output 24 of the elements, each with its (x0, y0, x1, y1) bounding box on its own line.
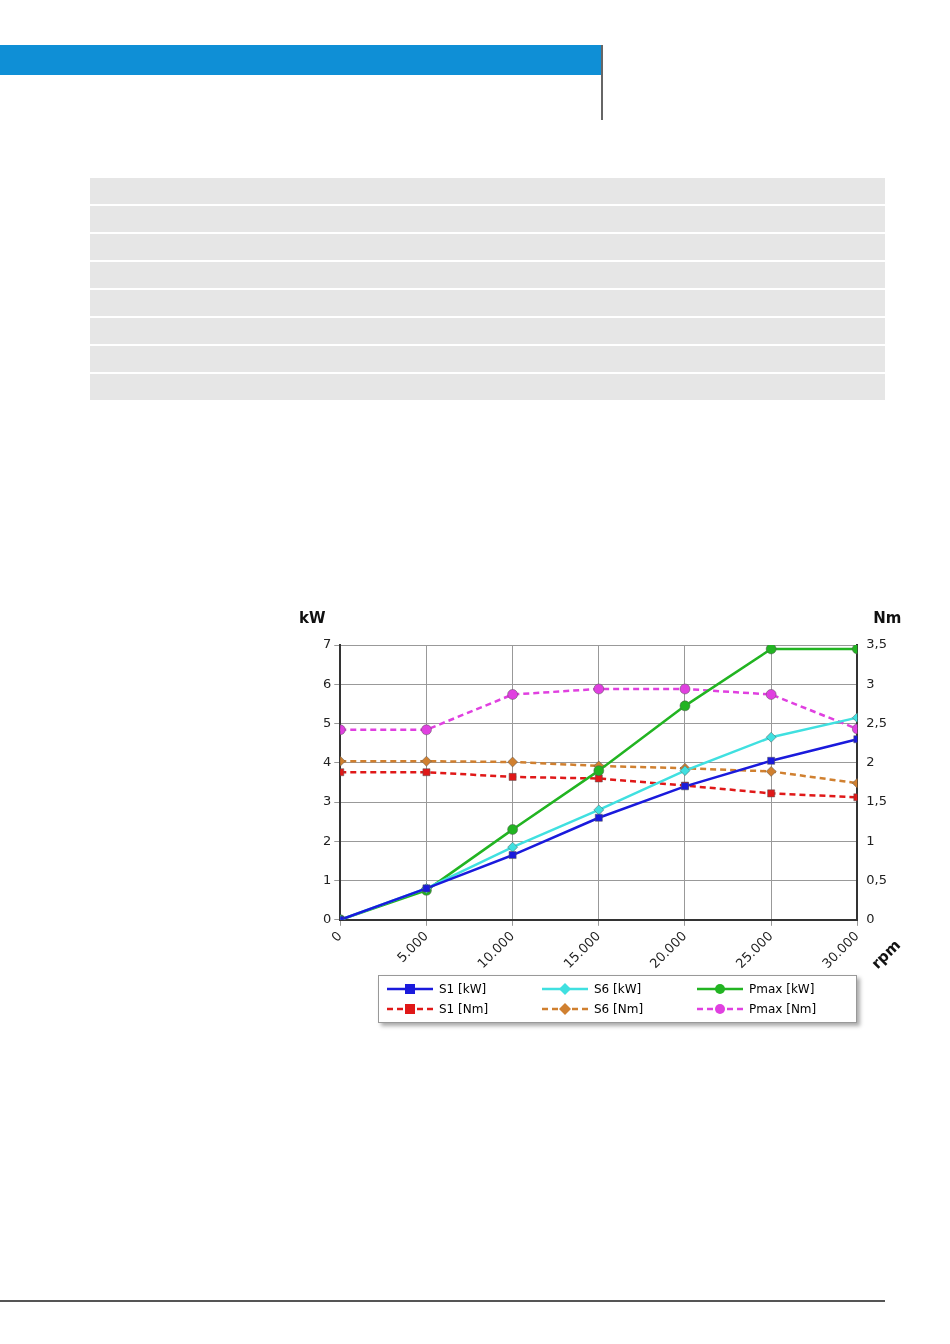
y-tick-label: 4 (322, 754, 332, 770)
y2-tick-label: 3 (866, 675, 875, 691)
y-tick-label: 7 (322, 636, 332, 652)
y2-tick-label: 1,5 (866, 793, 888, 809)
y-tick-label: 5 (322, 714, 332, 730)
legend-label: Pmax [Nm] (749, 1002, 817, 1016)
y-tick-label: 2 (322, 832, 332, 848)
legend-label: S1 [kW] (439, 982, 487, 996)
y-tick-label: 0 (322, 911, 332, 927)
y-tick-label: 6 (322, 675, 332, 691)
y2-tick-label: 3,5 (866, 636, 888, 652)
y-axis-title: kW (299, 609, 326, 627)
y2-tick-label: 1 (866, 832, 875, 848)
legend-label: Pmax [kW] (749, 982, 815, 996)
y2-tick-label: 0,5 (866, 871, 888, 887)
y2-tick-label: 2,5 (866, 714, 888, 730)
y-tick-label: 1 (322, 871, 332, 887)
y-tick-label: 3 (322, 793, 332, 809)
y2-tick-label: 2 (866, 754, 875, 770)
legend-label: S6 [kW] (594, 982, 642, 996)
y2-tick-label: 0 (866, 911, 875, 927)
legend-label: S1 [Nm] (439, 1002, 489, 1016)
legend-label: S6 [Nm] (594, 1002, 644, 1016)
y2-axis-title: Nm (873, 609, 902, 627)
